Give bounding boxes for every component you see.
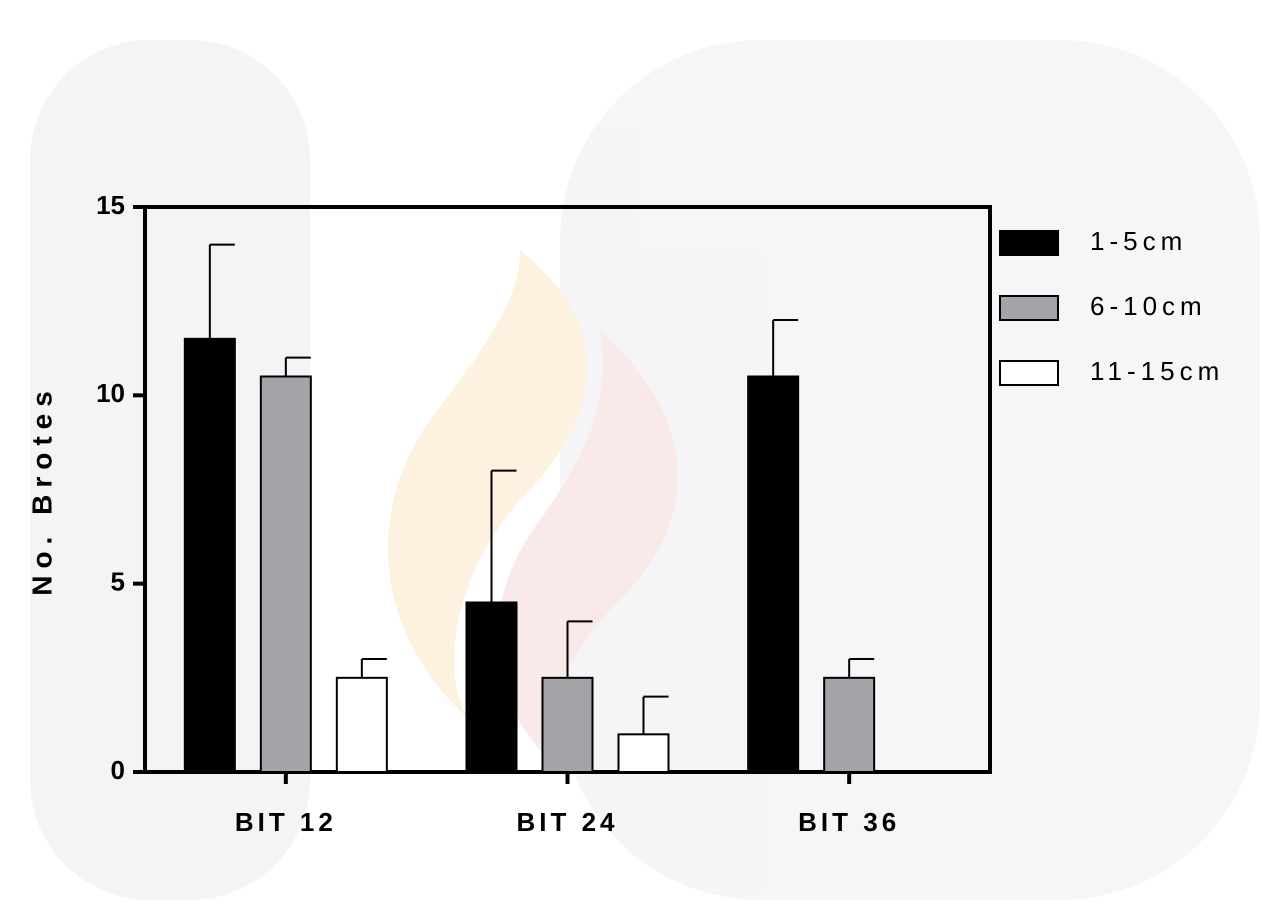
legend-swatch (999, 295, 1059, 321)
watermark (30, 40, 1260, 900)
x-tick-label: BIT 24 (516, 807, 618, 837)
y-tick-label: 10 (96, 378, 125, 408)
legend-swatch (999, 360, 1059, 386)
legend-swatch (999, 230, 1059, 256)
x-tick-label: BIT 36 (798, 807, 900, 837)
bar (465, 601, 518, 773)
x-tick-label: BIT 12 (235, 807, 337, 837)
bar (617, 733, 670, 773)
watermark-shape (560, 40, 1260, 900)
bar (541, 676, 594, 773)
bar (747, 375, 800, 773)
y-axis-label: No. Brotes (26, 384, 57, 596)
bar (823, 676, 876, 773)
bar (183, 337, 236, 773)
legend-label: 1-5cm (1090, 226, 1187, 256)
watermark-shape (30, 40, 310, 900)
y-tick-label: 5 (111, 567, 125, 597)
watermark-flame (387, 250, 588, 720)
y-tick-label: 0 (111, 755, 125, 785)
bar (259, 375, 312, 773)
legend-label: 6-10cm (1090, 291, 1207, 321)
bar (335, 676, 388, 773)
y-tick-label: 15 (96, 190, 125, 220)
legend-label: 11-15cm (1090, 356, 1224, 386)
watermark-flame (497, 330, 678, 770)
